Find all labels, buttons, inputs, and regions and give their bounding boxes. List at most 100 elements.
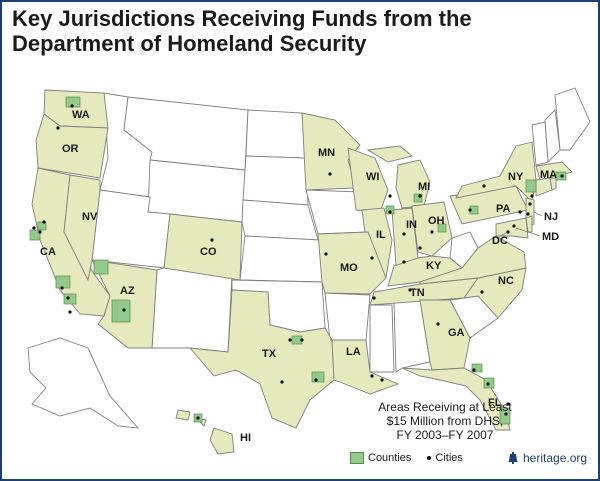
label-nv: NV	[82, 211, 98, 223]
state-va	[419, 235, 527, 285]
leader-md	[515, 227, 541, 237]
county-ny	[525, 179, 537, 193]
state-ms	[369, 304, 395, 373]
state-de	[525, 215, 533, 233]
city-memphis	[372, 296, 376, 300]
city-seattle	[70, 104, 74, 108]
legend-county-swatch	[350, 452, 364, 464]
city-boston	[560, 174, 564, 178]
label-mi: MI	[418, 181, 430, 193]
county-clark-nv	[93, 259, 109, 275]
state-nc	[449, 267, 527, 319]
state-md	[495, 217, 529, 239]
state-mn	[301, 112, 361, 191]
map-title: Key Jurisdictions Receiving Funds from t…	[12, 6, 572, 56]
state-oh	[411, 201, 453, 257]
label-mn: MN	[318, 147, 335, 159]
state-nd	[245, 109, 307, 159]
state-labels: WA OR NV CA AZ CO TX MN WI MI IL IN OH M…	[40, 109, 559, 444]
city-new-orleans	[370, 374, 374, 378]
label-leaders	[499, 211, 543, 237]
city-buffalo	[482, 184, 486, 188]
leader-nj	[533, 211, 543, 217]
city-san-diego	[68, 310, 72, 314]
county-oh	[437, 223, 447, 233]
city-newark	[526, 212, 530, 216]
state-hi	[175, 409, 235, 455]
label-ny: NY	[508, 171, 524, 183]
city-jacksonville	[472, 368, 476, 372]
city-nashville	[408, 288, 412, 292]
liberty-bell-icon	[508, 452, 518, 464]
city-minneapolis	[328, 172, 332, 176]
city-houston	[314, 378, 318, 382]
city-miami	[504, 412, 508, 416]
city-san-francisco	[32, 226, 36, 230]
legend-city-dot	[427, 456, 432, 460]
heritage-brand: heritage.org	[507, 451, 587, 465]
leader-dc	[499, 231, 509, 237]
label-hi: HI	[240, 432, 251, 444]
city-detroit	[418, 194, 422, 198]
caption-line-1: Areas Receiving at Least	[378, 400, 512, 414]
state-co	[163, 213, 243, 281]
city-baton-rouge	[380, 378, 384, 382]
state-vt	[531, 121, 549, 166]
label-md: MD	[542, 231, 559, 243]
city-chicago	[388, 210, 392, 214]
state-mo	[317, 231, 387, 295]
city-indianapolis	[402, 232, 406, 236]
state-me	[554, 87, 591, 151]
state-wy	[147, 159, 246, 223]
state-ma	[535, 161, 573, 181]
city-kansas-city	[324, 252, 328, 256]
county-maricopa-az	[111, 299, 131, 323]
label-oh: OH	[428, 215, 445, 227]
county-santa-clara-ca	[29, 229, 41, 241]
map-legend: Counties Cities	[350, 451, 463, 465]
city-tampa	[486, 382, 490, 386]
funded-cities	[32, 104, 564, 420]
city-phoenix	[122, 308, 126, 312]
title-line-2: Department of Homeland Security	[12, 31, 367, 56]
label-dc: DC	[492, 235, 508, 247]
legend-counties-label: Counties	[368, 452, 412, 464]
city-fort-worth	[288, 338, 292, 342]
label-il: IL	[376, 229, 386, 241]
funded-counties	[29, 96, 567, 425]
city-jersey-city	[528, 202, 532, 206]
label-wa: WA	[72, 109, 90, 121]
state-sd	[242, 155, 309, 206]
label-la: LA	[346, 346, 361, 358]
city-oakland	[38, 230, 42, 234]
label-tx: TX	[262, 348, 277, 360]
city-sacramento	[42, 220, 46, 224]
label-wi: WI	[366, 171, 379, 183]
label-fl: FL	[488, 397, 502, 409]
city-pittsburgh	[468, 208, 472, 212]
city-dallas	[300, 338, 304, 342]
county-harris-tx	[311, 371, 325, 383]
label-az: AZ	[120, 285, 135, 297]
funded-states	[31, 89, 573, 455]
label-tn: TN	[410, 287, 425, 299]
state-ri	[549, 177, 557, 191]
brand-text: heritage.org	[523, 451, 588, 465]
state-wi	[347, 147, 389, 213]
county-mi	[413, 193, 423, 203]
legend-cities-label: Cities	[435, 452, 463, 464]
state-fl	[401, 367, 511, 431]
title-line-1: Key Jurisdictions Receiving Funds from t…	[12, 6, 472, 31]
city-portland	[56, 126, 60, 130]
label-ma: MA	[540, 169, 557, 181]
label-or: OR	[62, 143, 79, 155]
map-caption: Areas Receiving at Least $15 Million fro…	[375, 400, 515, 442]
label-in: IN	[406, 219, 417, 231]
county-bay-area-ca	[37, 221, 47, 231]
caption-line-3: FY 2003–FY 2007	[396, 428, 494, 442]
city-baltimore	[512, 224, 516, 228]
city-san-antonio	[280, 380, 284, 384]
state-ak	[27, 337, 140, 429]
label-pa: PA	[496, 203, 511, 215]
